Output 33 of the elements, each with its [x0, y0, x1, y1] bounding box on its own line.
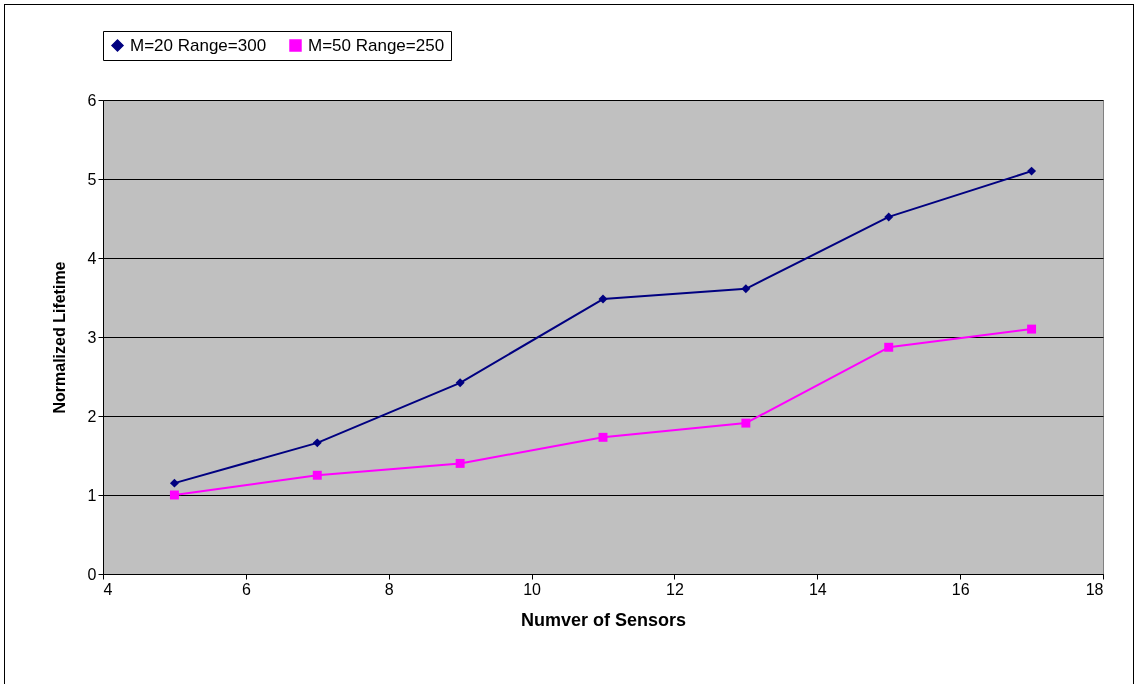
x-axis-title: Numver of Sensors	[520, 609, 687, 630]
point	[455, 378, 465, 388]
point	[1027, 324, 1037, 334]
point	[884, 342, 894, 352]
x-tick-label: 18	[1085, 580, 1104, 598]
legend-label: M=50 Range=250	[308, 35, 445, 55]
point	[169, 490, 179, 500]
x-tick-label: 16	[951, 580, 970, 598]
y-tick-label: 6	[87, 91, 97, 109]
point	[1027, 166, 1037, 176]
y-tick-label: 1	[87, 486, 97, 504]
legend-label: M=20 Range=300	[130, 35, 267, 55]
y-tick-label: 4	[87, 249, 97, 267]
y-tick-label: 2	[87, 407, 97, 425]
point	[741, 284, 751, 294]
point	[312, 438, 322, 448]
y-tick-label: 5	[87, 170, 97, 188]
x-tick-label: 6	[241, 580, 251, 598]
y-axis-title: Normalized Lifetime	[50, 261, 68, 414]
point	[741, 418, 751, 428]
x-tick-label: 10	[523, 580, 542, 598]
point	[598, 432, 608, 442]
y-tick-label: 0	[87, 565, 97, 583]
x-tick-label: 8	[384, 580, 394, 598]
point	[884, 212, 894, 222]
x-tick-label: 14	[808, 580, 827, 598]
x-tick-label: 12	[666, 580, 684, 598]
point	[169, 478, 179, 488]
point	[598, 294, 608, 304]
point	[312, 470, 322, 480]
y-tick-label: 3	[87, 328, 97, 346]
point	[455, 458, 465, 468]
x-tick-label: 4	[103, 580, 113, 598]
